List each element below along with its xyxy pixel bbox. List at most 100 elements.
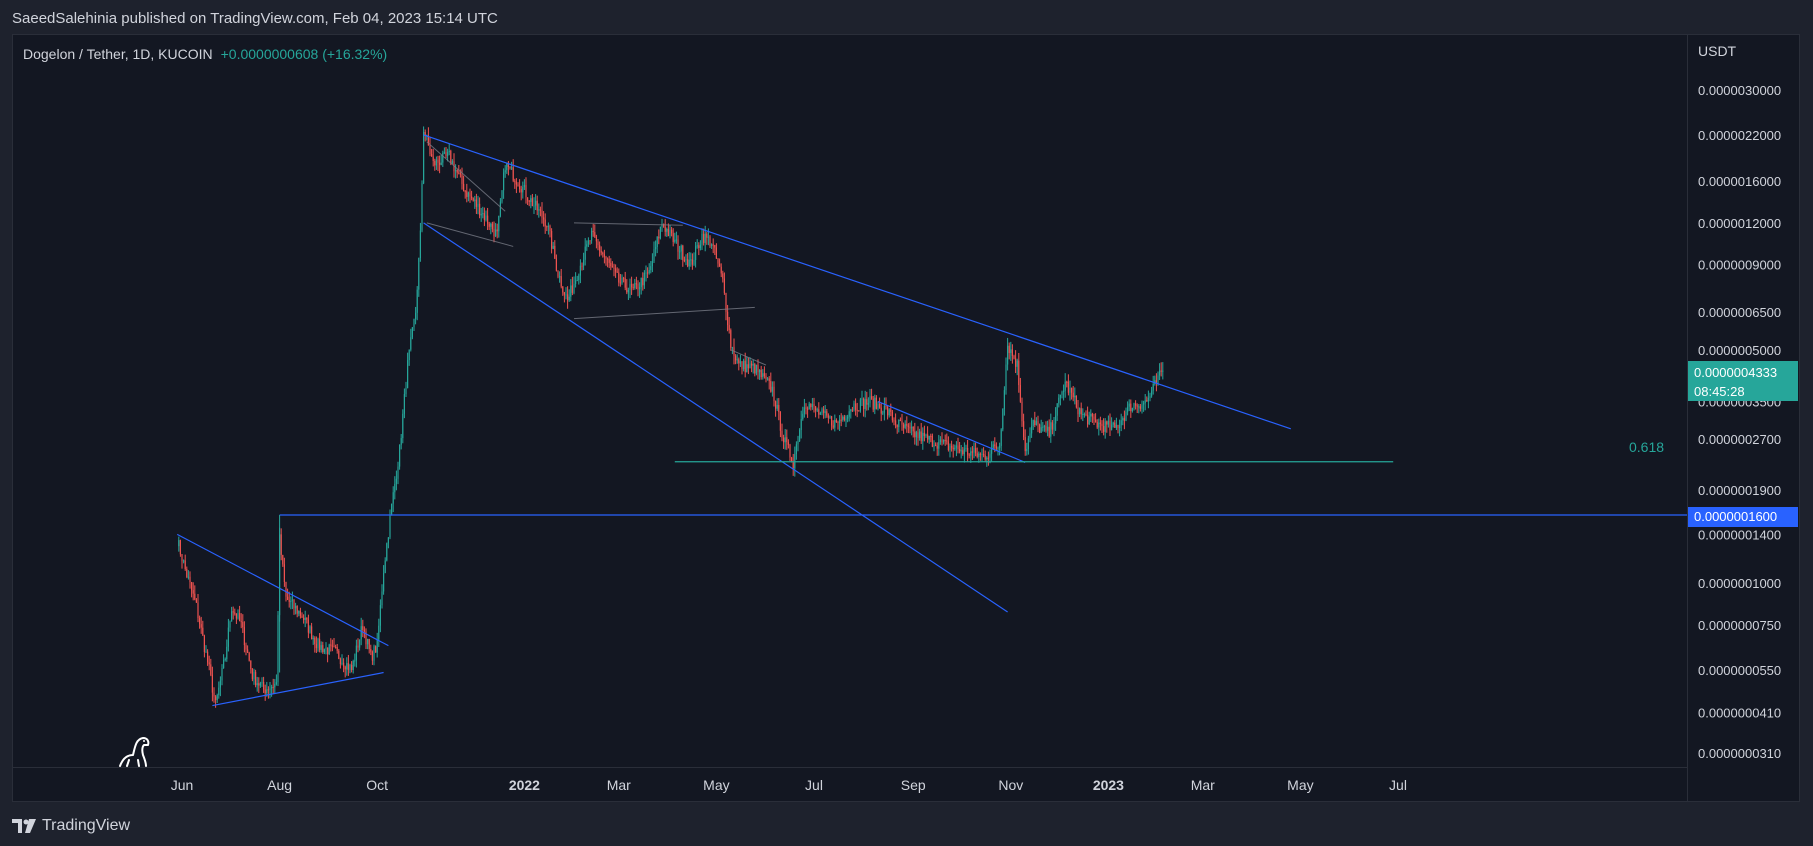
candle-body: [1131, 407, 1133, 412]
candle-body: [829, 416, 831, 418]
candle-body: [648, 270, 650, 273]
candle-body: [755, 364, 757, 374]
candle-body: [434, 161, 436, 166]
candle-body: [304, 617, 306, 620]
currency-label[interactable]: USDT: [1698, 43, 1737, 59]
price-axis-tick-label: 0.0000001900: [1698, 483, 1781, 498]
candle-body: [391, 503, 393, 516]
candle-body: [1104, 421, 1106, 432]
candle-body: [979, 453, 981, 455]
candle-body: [360, 626, 362, 640]
candle-body: [459, 173, 461, 175]
candle-body: [701, 233, 703, 245]
candle-body: [963, 448, 965, 455]
candle-body: [200, 624, 202, 628]
trendline-channel-upper-helper: [426, 141, 506, 212]
candle-body: [1050, 422, 1052, 437]
candle-body: [735, 355, 737, 361]
candle-body: [618, 272, 620, 283]
candle-body: [811, 404, 813, 408]
candle-body: [786, 437, 788, 443]
candle-body: [619, 282, 621, 284]
last-price-value: 0.0000004333: [1694, 365, 1778, 380]
candle-body: [405, 388, 407, 395]
candle-body: [506, 162, 508, 171]
candle-body: [455, 169, 457, 172]
candle-body: [1085, 413, 1087, 415]
candle-body: [464, 191, 466, 193]
candle-body: [331, 645, 333, 647]
candle-body: [699, 244, 701, 249]
candle-body: [261, 682, 263, 684]
price-axis-tick-label: 0.0000000310: [1698, 746, 1781, 761]
publish-header: SaeedSalehinia published on TradingView.…: [12, 10, 498, 27]
candle-body: [651, 261, 653, 267]
candle-body: [880, 407, 882, 414]
candle-body: [835, 419, 837, 422]
candle-body: [730, 330, 732, 348]
candle-body: [594, 232, 596, 237]
price-axis-tick-label: 0.0000016000: [1698, 174, 1781, 189]
trendline-channel-lower-helper: [426, 222, 514, 247]
candle-body: [978, 453, 980, 457]
candle-body: [467, 192, 469, 197]
fib-level-label: 0.618: [1629, 439, 1664, 455]
candle-body: [899, 419, 901, 422]
candle-body: [805, 407, 807, 409]
candle-body: [890, 409, 892, 412]
candle-body: [365, 631, 367, 645]
candle-body: [1039, 424, 1041, 433]
candle-body: [1035, 421, 1037, 425]
candle-body: [1139, 406, 1141, 409]
candle-body: [970, 451, 972, 456]
candle-body: [935, 444, 937, 446]
tradingview-brand[interactable]: TradingView: [12, 815, 130, 837]
chart-frame[interactable]: [12, 34, 1800, 802]
candle-body: [298, 610, 300, 614]
candle-body: [995, 446, 997, 449]
time-axis-divider: [12, 767, 1688, 768]
candle-body: [725, 292, 727, 312]
candle-body: [237, 613, 239, 619]
candle-body: [1040, 427, 1042, 433]
candle-body: [871, 396, 873, 399]
candle-body: [301, 615, 303, 618]
candle-body: [1031, 425, 1033, 434]
candle-body: [727, 311, 729, 326]
candle-body: [317, 639, 319, 649]
candle-body: [1043, 425, 1045, 427]
candle-body: [584, 246, 586, 260]
candle-body: [784, 437, 786, 443]
candle-body: [309, 626, 311, 633]
candle-body: [688, 259, 690, 267]
candle-body: [887, 406, 889, 416]
candle-body: [407, 360, 409, 389]
candle-body: [891, 411, 893, 421]
candle-body: [395, 478, 397, 484]
candle-body: [394, 483, 396, 493]
candle-body: [234, 612, 236, 614]
candle-body: [1135, 403, 1137, 406]
candle-body: [1056, 403, 1058, 416]
candle-body: [781, 430, 783, 438]
candle-body: [779, 411, 781, 431]
candle-body: [771, 386, 773, 392]
candle-body: [1007, 345, 1009, 365]
candle-body: [242, 621, 244, 628]
candle-body: [693, 260, 695, 265]
candle-body: [1034, 420, 1036, 425]
candle-body: [458, 172, 460, 174]
candle-body: [877, 403, 879, 409]
candle-body: [499, 201, 501, 216]
candle-body: [1098, 422, 1100, 428]
candle-body: [797, 440, 799, 445]
symbol-legend[interactable]: Dogelon / Tether, 1D, KUCOIN +0.000000060…: [23, 46, 387, 62]
candle-body: [1005, 364, 1007, 391]
candle-body: [475, 199, 477, 207]
candle-body: [933, 444, 935, 447]
candle-body: [546, 226, 548, 228]
candle-body: [306, 617, 308, 620]
candle-body: [477, 203, 479, 207]
candle-body: [1047, 426, 1049, 431]
